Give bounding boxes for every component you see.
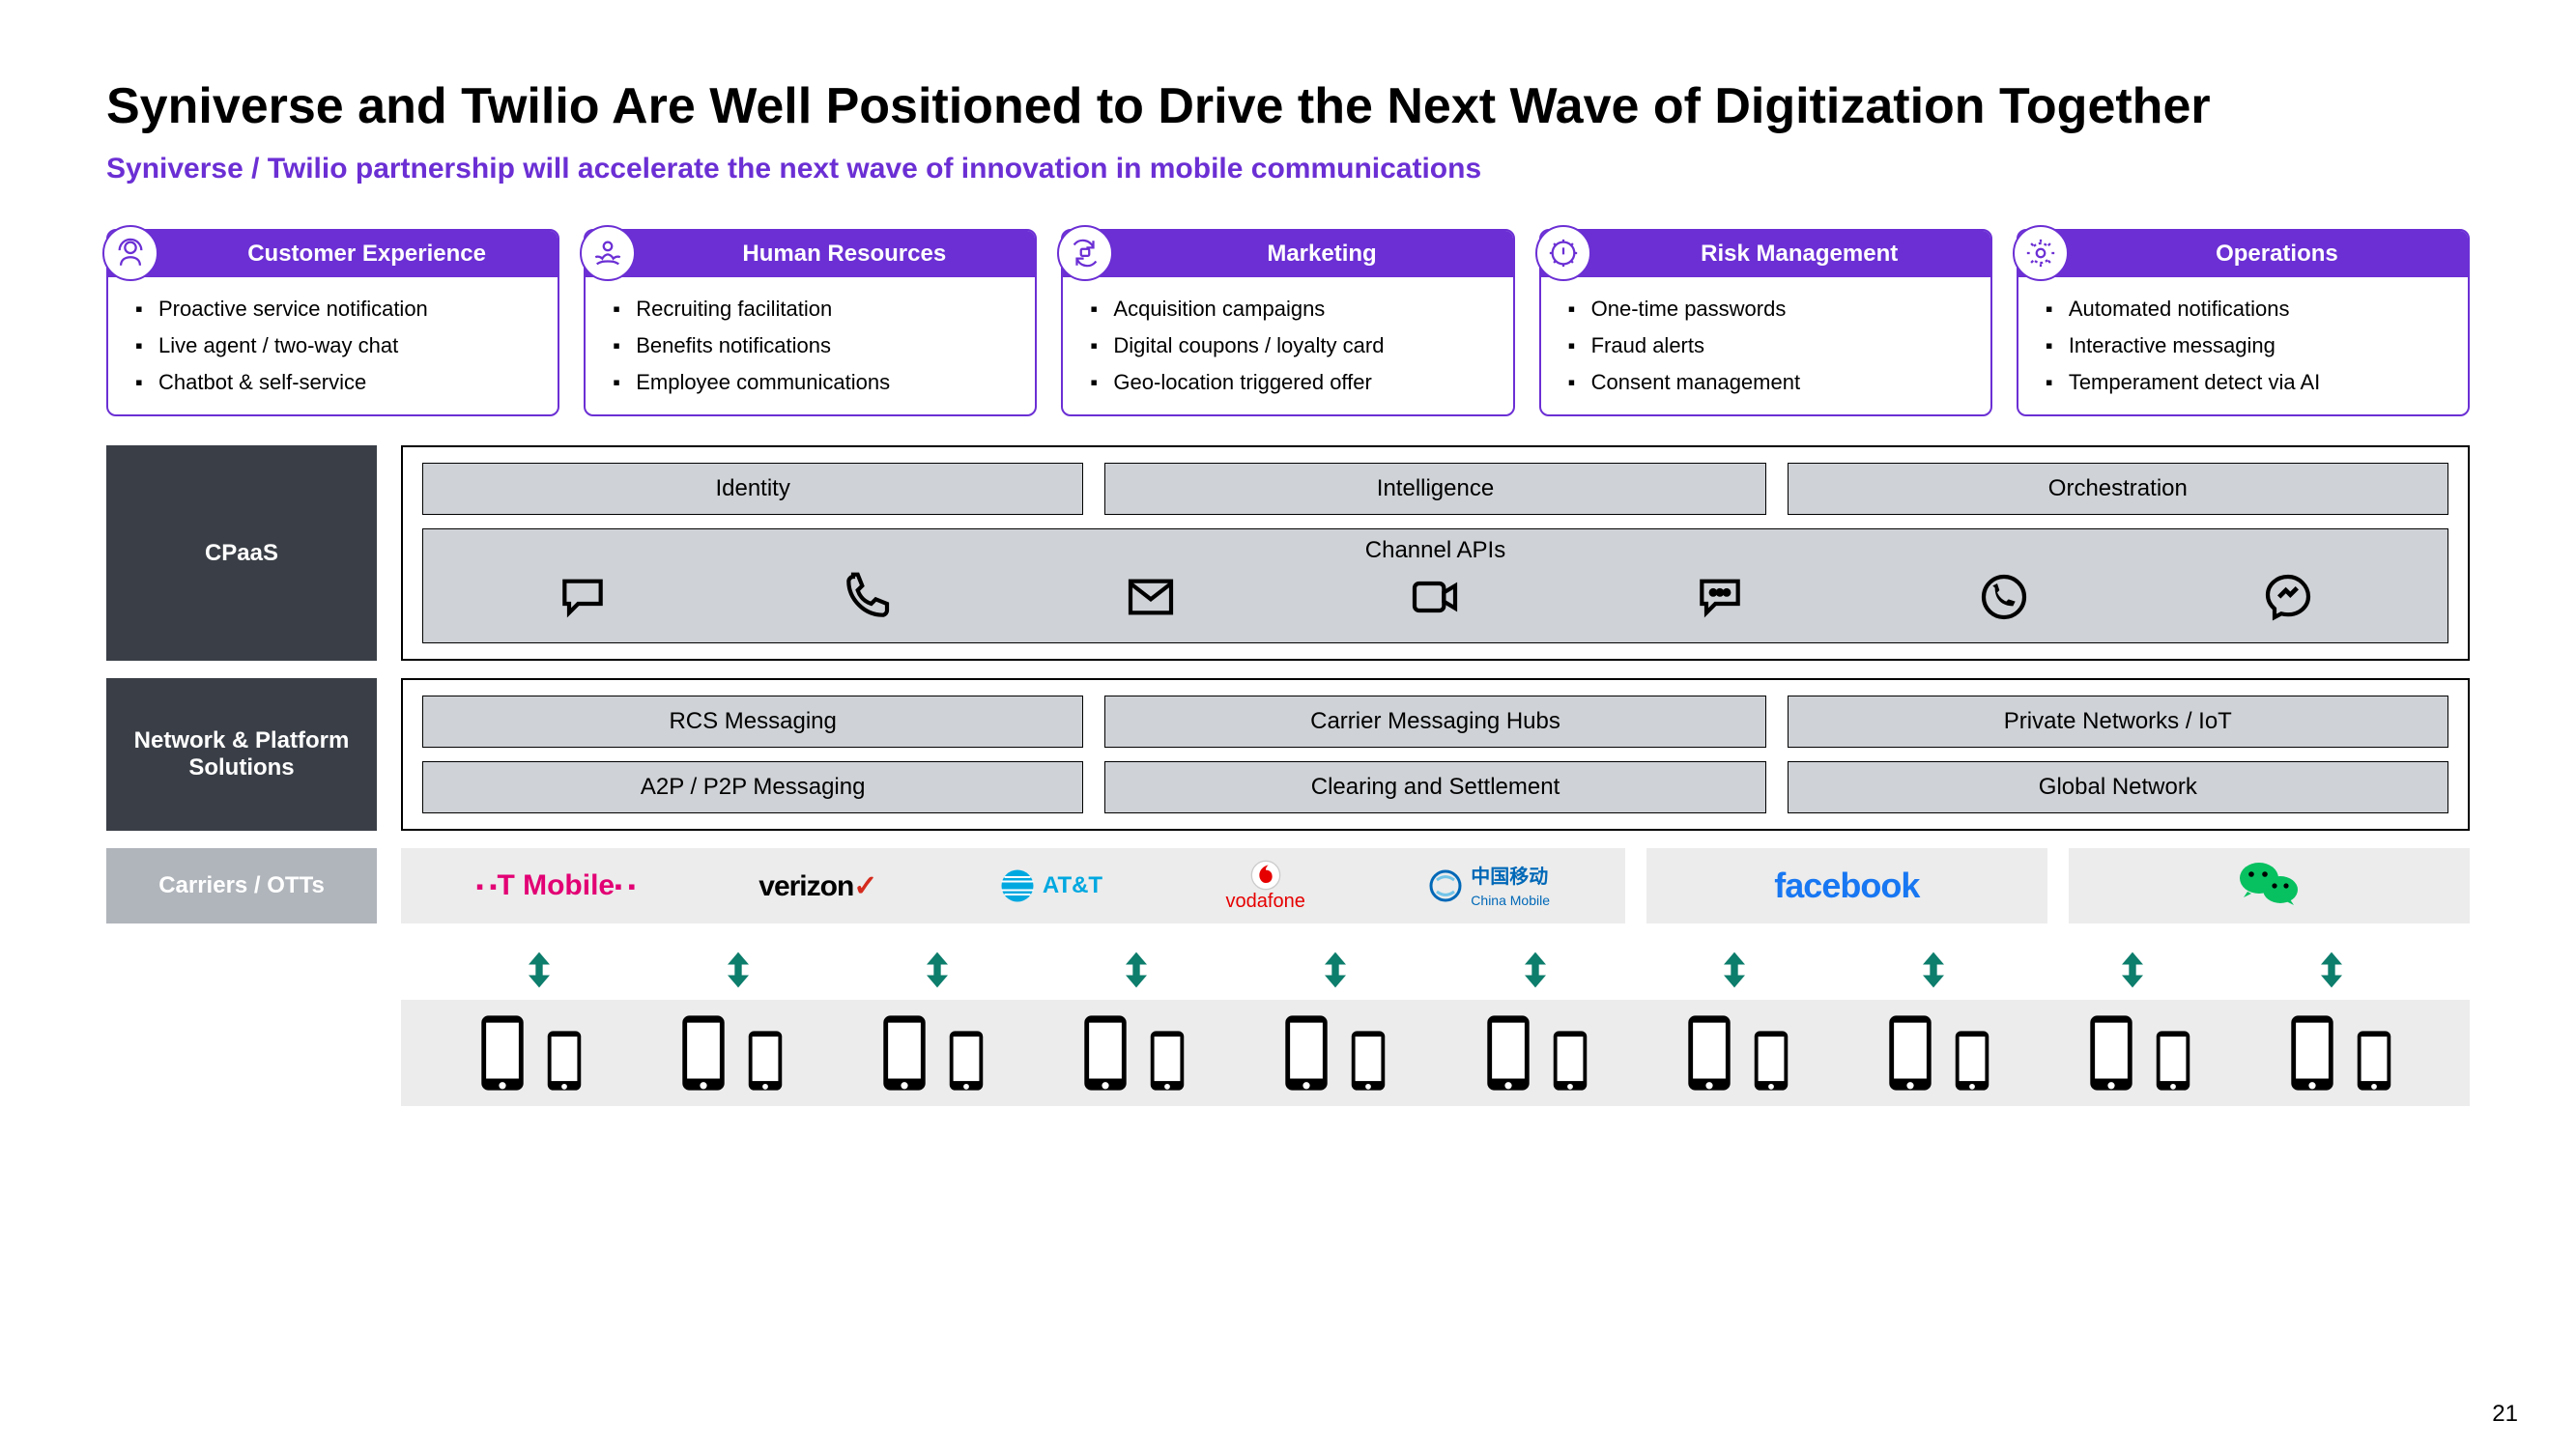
phone-pair-icon: [1681, 1013, 1793, 1093]
usecase-card-human-resources: Human Resources Recruiting facilitation …: [584, 229, 1037, 416]
phone-pair-icon: [1077, 1013, 1189, 1093]
list-item: Fraud alerts: [1568, 327, 1971, 364]
refresh-cart-icon: [1057, 225, 1113, 281]
usecase-header: Customer Experience: [108, 231, 558, 277]
usecase-list: Recruiting facilitation Benefits notific…: [586, 277, 1035, 414]
channel-apis-label: Channel APIs: [441, 537, 2430, 564]
hands-person-icon: [580, 225, 636, 281]
capability-box: Carrier Messaging Hubs: [1104, 696, 1765, 748]
phone-pair-icon: [474, 1013, 587, 1093]
usecase-list: Proactive service notification Live agen…: [108, 277, 558, 414]
phone-pair-icon: [675, 1013, 787, 1093]
usecase-header: Risk Management: [1541, 231, 1990, 277]
capability-box: Identity: [422, 463, 1083, 515]
messenger-icon: [2261, 570, 2315, 629]
whatsapp-icon: [1977, 570, 2031, 629]
channel-apis-block: Channel APIs: [422, 528, 2448, 643]
att-logo: AT&T: [1000, 868, 1102, 903]
list-item: Interactive messaging: [2046, 327, 2448, 364]
usecase-list: One-time passwords Fraud alerts Consent …: [1541, 277, 1990, 414]
capability-box: A2P / P2P Messaging: [422, 761, 1083, 813]
list-item: Recruiting facilitation: [613, 291, 1016, 327]
wechat-logo: [2238, 859, 2300, 914]
video-camera-icon: [1408, 570, 1462, 629]
phone-pair-icon: [2083, 1013, 2195, 1093]
double-arrow-icon: [1115, 949, 1158, 996]
capability-box: Intelligence: [1104, 463, 1765, 515]
list-item: Geo-location triggered offer: [1090, 364, 1493, 401]
cpaas-row: CPaaS Identity Intelligence Orchestratio…: [106, 445, 2470, 661]
chat-dots-icon: [1693, 570, 1747, 629]
usecase-header: Marketing: [1063, 231, 1512, 277]
list-item: Automated notifications: [2046, 291, 2448, 327]
tmobile-logo: ▪ ▪T Mobile▪ ▪: [476, 869, 636, 902]
double-arrow-icon: [1713, 949, 1756, 996]
list-item: Employee communications: [613, 364, 1016, 401]
capability-box: Clearing and Settlement: [1104, 761, 1765, 813]
carrier-group-telcos: ▪ ▪T Mobile▪ ▪ verizon✓ AT&T vodafone 中国…: [401, 848, 1625, 923]
carriers-body: ▪ ▪T Mobile▪ ▪ verizon✓ AT&T vodafone 中国…: [401, 848, 2470, 923]
page-number: 21: [2492, 1401, 2518, 1428]
list-item: One-time passwords: [1568, 291, 1971, 327]
capability-box: RCS Messaging: [422, 696, 1083, 748]
usecase-row: Customer Experience Proactive service no…: [106, 229, 2470, 416]
usecase-list: Automated notifications Interactive mess…: [2018, 277, 2468, 414]
phone-handset-icon: [840, 570, 894, 629]
usecase-card-customer-experience: Customer Experience Proactive service no…: [106, 229, 559, 416]
phone-pair-icon: [1480, 1013, 1592, 1093]
cpaas-body: Identity Intelligence Orchestration Chan…: [401, 445, 2470, 661]
double-arrow-icon: [2111, 949, 2154, 996]
network-body: RCS Messaging Carrier Messaging Hubs Pri…: [401, 678, 2470, 831]
gear-sync-icon: [2013, 225, 2069, 281]
list-item: Proactive service notification: [135, 291, 538, 327]
gear-alert-icon: [1535, 225, 1591, 281]
list-item: Consent management: [1568, 364, 1971, 401]
network-row: Network & Platform Solutions RCS Messagi…: [106, 678, 2470, 831]
double-arrow-icon: [916, 949, 959, 996]
carriers-label: Carriers / OTTs: [106, 848, 377, 923]
phone-pair-icon: [1278, 1013, 1390, 1093]
cpaas-label: CPaaS: [106, 445, 377, 661]
usecase-card-risk-management: Risk Management One-time passwords Fraud…: [1539, 229, 1992, 416]
double-arrow-icon: [518, 949, 560, 996]
page-title: Syniverse and Twilio Are Well Positioned…: [106, 77, 2470, 135]
headset-user-icon: [102, 225, 158, 281]
network-label: Network & Platform Solutions: [106, 678, 377, 831]
list-item: Temperament detect via AI: [2046, 364, 2448, 401]
phone-pair-icon: [2284, 1013, 2396, 1093]
usecase-header: Human Resources: [586, 231, 1035, 277]
arrows-row: [401, 941, 2470, 1000]
facebook-logo: facebook: [1774, 866, 1919, 906]
phone-pair-icon: [1882, 1013, 1994, 1093]
verizon-logo: verizon✓: [758, 869, 876, 903]
carrier-group-facebook: facebook: [1646, 848, 2047, 923]
double-arrow-icon: [1912, 949, 1955, 996]
double-arrow-icon: [1314, 949, 1357, 996]
devices-row: [401, 1000, 2470, 1106]
double-arrow-icon: [717, 949, 759, 996]
usecase-card-operations: Operations Automated notifications Inter…: [2017, 229, 2470, 416]
double-arrow-icon: [1514, 949, 1557, 996]
usecase-card-marketing: Marketing Acquisition campaigns Digital …: [1061, 229, 1514, 416]
vodafone-logo: vodafone: [1226, 860, 1305, 913]
capability-box: Orchestration: [1788, 463, 2448, 515]
list-item: Live agent / two-way chat: [135, 327, 538, 364]
page-subtitle: Syniverse / Twilio partnership will acce…: [106, 153, 2470, 185]
envelope-icon: [1124, 570, 1178, 629]
list-item: Chatbot & self-service: [135, 364, 538, 401]
carriers-row: Carriers / OTTs ▪ ▪T Mobile▪ ▪ verizon✓ …: [106, 848, 2470, 923]
capability-box: Private Networks / IoT: [1788, 696, 2448, 748]
double-arrow-icon: [2310, 949, 2353, 996]
capability-box: Global Network: [1788, 761, 2448, 813]
china-mobile-logo: 中国移动China Mobile: [1428, 861, 1550, 911]
usecase-header: Operations: [2018, 231, 2468, 277]
list-item: Benefits notifications: [613, 327, 1016, 364]
usecase-list: Acquisition campaigns Digital coupons / …: [1063, 277, 1512, 414]
list-item: Acquisition campaigns: [1090, 291, 1493, 327]
speech-bubble-icon: [556, 570, 610, 629]
carrier-group-wechat: [2069, 848, 2470, 923]
phone-pair-icon: [876, 1013, 988, 1093]
list-item: Digital coupons / loyalty card: [1090, 327, 1493, 364]
